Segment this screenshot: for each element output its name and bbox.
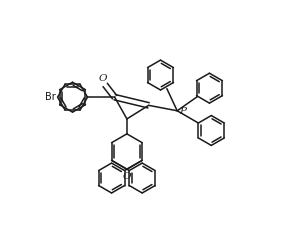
Text: O: O	[123, 172, 131, 182]
Text: Br: Br	[45, 92, 56, 102]
Text: P: P	[179, 107, 186, 116]
Text: O: O	[99, 74, 107, 83]
